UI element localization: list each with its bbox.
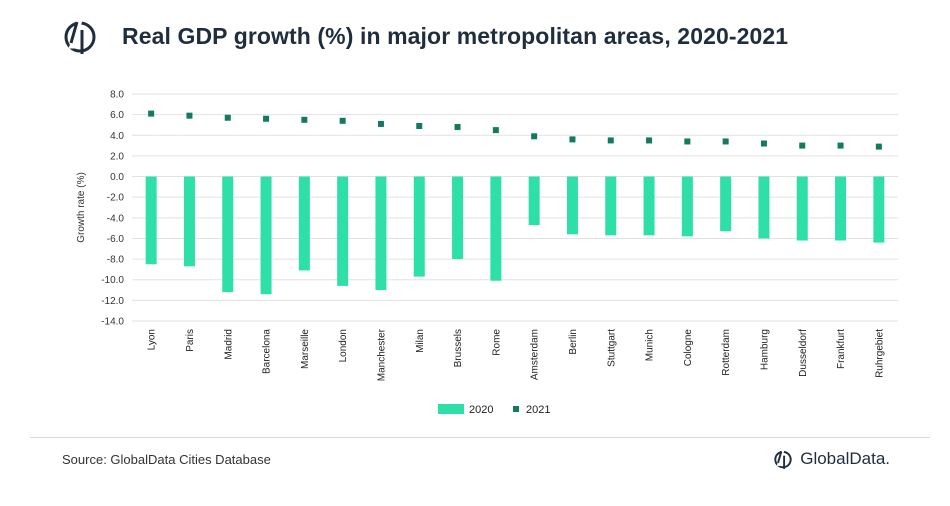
bar-2020 — [260, 176, 272, 295]
x-tick-label: Milan — [415, 329, 426, 353]
chart-header: Real GDP growth (%) in major metropolita… — [60, 14, 788, 58]
globaldata-brand-icon — [774, 449, 792, 469]
bar-2020 — [490, 176, 502, 281]
bar-2020 — [337, 176, 349, 286]
chart-title: Real GDP growth (%) in major metropolita… — [122, 22, 789, 49]
bar-2020 — [835, 176, 847, 241]
x-tick-label: Brussels — [453, 329, 464, 367]
bar-2020 — [222, 176, 234, 293]
x-tick-label: Madrid — [223, 329, 234, 360]
x-tick-label: Frankfurt — [836, 329, 847, 369]
globaldata-logo-icon — [64, 19, 96, 54]
bar-2020 — [413, 176, 425, 277]
marker-2021 — [875, 143, 882, 150]
marker-2021 — [454, 124, 461, 131]
y-tick-label: -2.0 — [107, 193, 125, 204]
legend-swatch-2020 — [438, 404, 464, 414]
marker-2021 — [760, 140, 767, 147]
y-tick-label: -10.0 — [101, 275, 124, 286]
x-tick-label: Rome — [491, 329, 502, 356]
x-tick-label: Rotterdam — [721, 329, 732, 376]
legend-label-2021: 2021 — [526, 404, 550, 416]
divider — [30, 437, 930, 438]
chart-area: 8.0 6.0 4.0 2.0 0.0 -2.0 -4.0 -6.0 -8.0 -10.0 -12.… — [60, 80, 920, 435]
marker-2021 — [837, 142, 844, 149]
bar-2020 — [796, 176, 808, 241]
y-tick-label: 0.0 — [110, 172, 124, 183]
bar-2020 — [758, 176, 770, 239]
y-tick-label: 6.0 — [110, 110, 124, 121]
x-tick-label: Lyon — [147, 329, 158, 350]
marker-2021 — [492, 127, 499, 134]
bar-2020 — [145, 176, 157, 265]
x-tick-label: Manchester — [376, 328, 387, 381]
bar-2020 — [528, 176, 540, 226]
source-note: Source: GlobalData Cities Database — [62, 452, 271, 467]
marker-2021 — [301, 116, 308, 123]
x-tick-label: Ruhrgebiet — [874, 329, 885, 378]
y-tick-label: -12.0 — [101, 296, 124, 307]
bar-2020 — [298, 176, 310, 271]
y-tick-label: -8.0 — [107, 255, 125, 266]
bar-2020 — [452, 176, 464, 260]
marker-2021 — [339, 117, 346, 124]
marker-2021 — [263, 115, 270, 122]
marker-2021 — [722, 138, 729, 145]
y-tick-label: -4.0 — [107, 213, 125, 224]
bar-2020 — [183, 176, 195, 267]
brand-logo: GlobalData. — [772, 448, 890, 470]
bar-2020 — [873, 176, 885, 243]
x-tick-label: Barcelona — [262, 329, 273, 374]
bar-2020 — [566, 176, 578, 235]
x-tick-label: Hamburg — [759, 329, 770, 370]
marker-2021 — [377, 120, 384, 127]
y-axis-label: Growth rate (%) — [76, 172, 87, 243]
x-tick-label: Berlin — [568, 329, 579, 355]
legend-label-2020: 2020 — [469, 404, 493, 416]
x-tick-label: Dusseldorf — [798, 329, 809, 377]
x-tick-label: Cologne — [683, 329, 694, 367]
x-tick-label: Marseille — [300, 329, 311, 369]
marker-2021 — [148, 110, 155, 117]
y-tick-label: 2.0 — [110, 151, 124, 162]
y-tick-label: -14.0 — [101, 317, 124, 328]
bar-2020 — [605, 176, 617, 236]
x-tick-label: Amsterdam — [530, 329, 541, 380]
marker-2021 — [569, 136, 576, 143]
bar-2020 — [375, 176, 387, 291]
bar-2020 — [720, 176, 732, 232]
x-tick-label: Paris — [185, 329, 196, 352]
marker-2021 — [684, 138, 691, 145]
marker-2021 — [799, 142, 806, 149]
y-tick-label: 4.0 — [110, 131, 124, 142]
brand-name: GlobalData. — [800, 449, 890, 468]
marker-2021 — [607, 137, 614, 144]
marker-2021 — [416, 122, 423, 129]
legend-swatch-2021 — [513, 406, 519, 412]
marker-2021 — [186, 112, 193, 119]
x-tick-label: Munich — [645, 329, 656, 361]
x-tick-label: London — [338, 329, 349, 362]
marker-2021 — [531, 133, 538, 140]
y-tick-label: -6.0 — [107, 234, 125, 245]
bar-2020 — [681, 176, 693, 237]
marker-2021 — [646, 137, 653, 144]
marker-2021 — [224, 114, 231, 121]
bar-chart: 8.0 6.0 4.0 2.0 0.0 -2.0 -4.0 -6.0 -8.0 -10.0 -12.… — [76, 90, 898, 416]
y-tick-label: 8.0 — [110, 90, 124, 101]
bar-2020 — [643, 176, 655, 236]
x-tick-label: Stuttgart — [606, 329, 617, 367]
